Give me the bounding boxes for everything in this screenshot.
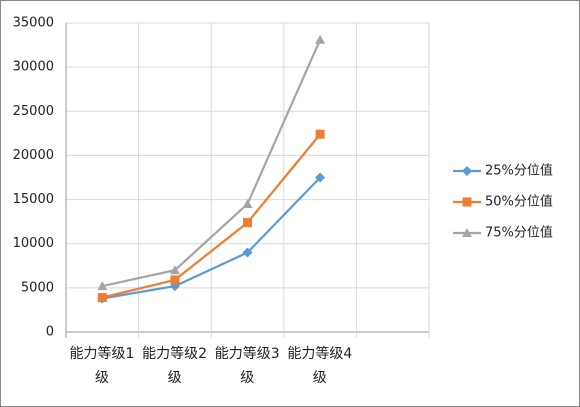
marker <box>462 166 472 176</box>
legend-label: 75%分位值 <box>485 225 553 241</box>
x-tick-label: 能力等级4级 <box>287 346 353 386</box>
x-tick-label: 能力等级1级 <box>69 346 135 386</box>
marker <box>97 293 107 303</box>
x-tick-label: 能力等级3级 <box>214 346 280 386</box>
y-tick-label: 0 <box>46 325 54 340</box>
marker <box>315 129 325 139</box>
y-tick-label: 15000 <box>13 192 54 207</box>
marker <box>242 198 253 208</box>
marker <box>462 228 472 237</box>
marker <box>170 275 180 285</box>
marker <box>315 172 326 183</box>
y-tick-label: 35000 <box>13 16 54 31</box>
legend-label: 50%分位值 <box>485 194 553 210</box>
series-line <box>102 133 321 299</box>
marker <box>243 218 252 228</box>
marker <box>242 247 253 258</box>
series-line <box>102 176 321 300</box>
marker <box>462 197 472 207</box>
marker <box>315 34 326 44</box>
y-tick-label: 10000 <box>13 236 54 251</box>
marker <box>169 265 180 275</box>
series-line <box>102 39 322 288</box>
y-tick-label: 5000 <box>21 280 54 295</box>
y-tick-label: 30000 <box>13 60 54 75</box>
marker <box>97 281 108 291</box>
y-tick-label: 20000 <box>13 148 54 163</box>
x-tick-label: 能力等级2级 <box>142 346 208 386</box>
legend-label: 25%分位值 <box>485 163 553 179</box>
y-tick-label: 25000 <box>13 104 54 119</box>
